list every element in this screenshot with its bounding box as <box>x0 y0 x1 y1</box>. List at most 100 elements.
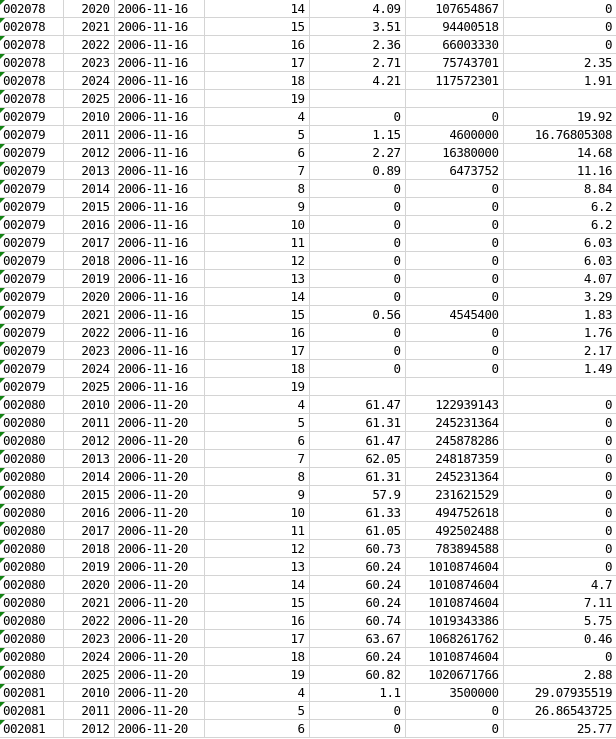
cell-seq[interactable]: 15 <box>204 17 310 36</box>
cell-seq[interactable]: 16 <box>204 323 310 342</box>
cell-year[interactable]: 2022 <box>63 611 115 630</box>
cell-percent2[interactable] <box>503 89 616 108</box>
cell-date[interactable]: 2006-11-16 <box>114 35 205 54</box>
cell-year[interactable]: 2011 <box>63 701 115 720</box>
cell-date[interactable]: 2006-11-16 <box>114 287 205 306</box>
cell-code[interactable]: 002080 <box>0 593 64 612</box>
cell-shares[interactable]: 245878286 <box>405 431 504 450</box>
cell-percent[interactable]: 0 <box>309 215 406 234</box>
cell-code[interactable]: 002079 <box>0 179 64 198</box>
cell-shares[interactable]: 1010874604 <box>405 593 504 612</box>
cell-code[interactable]: 002080 <box>0 431 64 450</box>
cell-date[interactable]: 2006-11-20 <box>114 395 205 414</box>
cell-code[interactable]: 002078 <box>0 0 64 18</box>
cell-percent[interactable]: 61.31 <box>309 467 406 486</box>
cell-percent[interactable]: 60.24 <box>309 575 406 594</box>
cell-year[interactable]: 2017 <box>63 233 115 252</box>
cell-percent[interactable]: 0 <box>309 359 406 378</box>
cell-percent[interactable]: 60.24 <box>309 557 406 576</box>
cell-date[interactable]: 2006-11-16 <box>114 197 205 216</box>
cell-code[interactable]: 002079 <box>0 377 64 396</box>
cell-year[interactable]: 2015 <box>63 197 115 216</box>
cell-percent2[interactable]: 0 <box>503 449 616 468</box>
cell-percent2[interactable]: 2.88 <box>503 665 616 684</box>
cell-shares[interactable]: 1010874604 <box>405 557 504 576</box>
cell-date[interactable]: 2006-11-20 <box>114 413 205 432</box>
cell-shares[interactable]: 1019343386 <box>405 611 504 630</box>
cell-code[interactable]: 002078 <box>0 89 64 108</box>
cell-year[interactable]: 2018 <box>63 251 115 270</box>
cell-shares[interactable]: 1020671766 <box>405 665 504 684</box>
cell-year[interactable]: 2020 <box>63 287 115 306</box>
cell-date[interactable]: 2006-11-20 <box>114 539 205 558</box>
cell-shares[interactable]: 75743701 <box>405 53 504 72</box>
cell-percent[interactable]: 0 <box>309 197 406 216</box>
cell-seq[interactable]: 17 <box>204 629 310 648</box>
cell-year[interactable]: 2013 <box>63 161 115 180</box>
cell-date[interactable]: 2006-11-16 <box>114 323 205 342</box>
cell-percent2[interactable]: 0 <box>503 395 616 414</box>
cell-year[interactable]: 2011 <box>63 125 115 144</box>
cell-code[interactable]: 002081 <box>0 719 64 738</box>
cell-seq[interactable]: 4 <box>204 683 310 702</box>
cell-year[interactable]: 2023 <box>63 53 115 72</box>
cell-date[interactable]: 2006-11-20 <box>114 557 205 576</box>
cell-percent2[interactable]: 11.16 <box>503 161 616 180</box>
cell-year[interactable]: 2020 <box>63 0 115 18</box>
cell-year[interactable]: 2012 <box>63 719 115 738</box>
cell-percent[interactable]: 0 <box>309 233 406 252</box>
cell-year[interactable]: 2021 <box>63 593 115 612</box>
cell-percent[interactable] <box>309 377 406 396</box>
cell-shares[interactable]: 0 <box>405 359 504 378</box>
cell-percent2[interactable]: 6.2 <box>503 197 616 216</box>
cell-seq[interactable]: 18 <box>204 359 310 378</box>
cell-date[interactable]: 2006-11-16 <box>114 251 205 270</box>
cell-code[interactable]: 002079 <box>0 161 64 180</box>
cell-date[interactable]: 2006-11-20 <box>114 629 205 648</box>
cell-percent[interactable]: 57.9 <box>309 485 406 504</box>
cell-year[interactable]: 2024 <box>63 71 115 90</box>
cell-date[interactable]: 2006-11-16 <box>114 305 205 324</box>
cell-date[interactable]: 2006-11-16 <box>114 269 205 288</box>
cell-percent2[interactable]: 0 <box>503 521 616 540</box>
cell-date[interactable]: 2006-11-16 <box>114 143 205 162</box>
cell-shares[interactable] <box>405 377 504 396</box>
cell-code[interactable]: 002078 <box>0 35 64 54</box>
cell-year[interactable]: 2019 <box>63 269 115 288</box>
cell-shares[interactable]: 0 <box>405 107 504 126</box>
cell-percent2[interactable]: 0 <box>503 0 616 18</box>
cell-date[interactable]: 2006-11-20 <box>114 647 205 666</box>
cell-seq[interactable]: 13 <box>204 557 310 576</box>
cell-percent2[interactable]: 0 <box>503 431 616 450</box>
cell-seq[interactable]: 14 <box>204 575 310 594</box>
cell-code[interactable]: 002079 <box>0 107 64 126</box>
cell-year[interactable]: 2024 <box>63 647 115 666</box>
cell-date[interactable]: 2006-11-16 <box>114 161 205 180</box>
cell-year[interactable]: 2022 <box>63 323 115 342</box>
cell-percent2[interactable]: 14.68 <box>503 143 616 162</box>
cell-percent[interactable]: 60.24 <box>309 647 406 666</box>
cell-date[interactable]: 2006-11-20 <box>114 593 205 612</box>
cell-year[interactable]: 2018 <box>63 539 115 558</box>
cell-date[interactable]: 2006-11-20 <box>114 719 205 738</box>
cell-year[interactable]: 2025 <box>63 377 115 396</box>
cell-code[interactable]: 002080 <box>0 557 64 576</box>
cell-year[interactable]: 2013 <box>63 449 115 468</box>
cell-shares[interactable]: 0 <box>405 323 504 342</box>
cell-seq[interactable]: 11 <box>204 521 310 540</box>
cell-code[interactable]: 002080 <box>0 449 64 468</box>
cell-percent2[interactable]: 4.07 <box>503 269 616 288</box>
cell-seq[interactable]: 5 <box>204 125 310 144</box>
cell-percent2[interactable]: 0 <box>503 647 616 666</box>
cell-shares[interactable]: 783894588 <box>405 539 504 558</box>
cell-year[interactable]: 2019 <box>63 557 115 576</box>
cell-shares[interactable]: 0 <box>405 251 504 270</box>
cell-date[interactable]: 2006-11-16 <box>114 179 205 198</box>
cell-year[interactable]: 2024 <box>63 359 115 378</box>
cell-percent[interactable]: 61.33 <box>309 503 406 522</box>
cell-code[interactable]: 002080 <box>0 485 64 504</box>
cell-percent[interactable]: 3.51 <box>309 17 406 36</box>
cell-percent[interactable]: 0 <box>309 323 406 342</box>
cell-percent2[interactable]: 0 <box>503 467 616 486</box>
cell-percent2[interactable]: 0 <box>503 413 616 432</box>
